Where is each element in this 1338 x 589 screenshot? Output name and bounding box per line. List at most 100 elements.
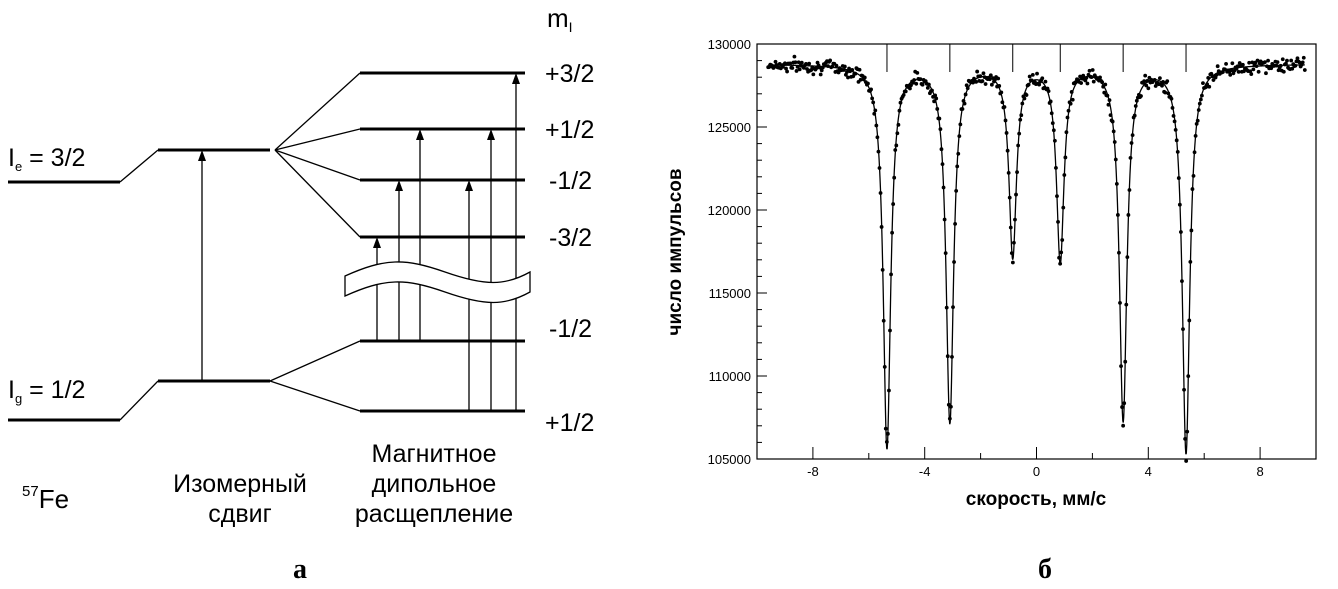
data-point: [773, 59, 778, 64]
data-point: [886, 431, 890, 436]
data-point: [1163, 90, 1168, 95]
data-point: [1134, 98, 1139, 103]
data-point: [1158, 76, 1162, 81]
data-point: [1280, 57, 1285, 62]
data-point: [960, 107, 965, 111]
data-point: [834, 63, 839, 68]
data-point: [1100, 80, 1105, 85]
data-point: [1017, 131, 1022, 136]
fan-ground-2: [269, 380, 361, 412]
data-point: [893, 148, 898, 152]
data-point: [1249, 72, 1254, 76]
data-point: [1085, 81, 1090, 86]
data-point: [1228, 72, 1233, 77]
data-point: [790, 66, 795, 70]
y-tick-label: 130000: [708, 37, 751, 52]
data-point: [1289, 58, 1294, 63]
data-point: [920, 82, 925, 87]
data-point: [1009, 251, 1014, 256]
fit-curve: [768, 64, 1305, 455]
data-point: [987, 77, 992, 82]
data-point: [956, 151, 961, 156]
data-point: [1064, 130, 1069, 135]
data-point: [1118, 300, 1122, 305]
data-point: [949, 404, 953, 409]
data-point: [796, 60, 801, 65]
data-point: [1195, 118, 1200, 123]
axis-ticks: -8 -4 0 4 8 105000 110000 115000 120000 125000 130…: [708, 37, 1317, 479]
data-point: [830, 64, 835, 69]
data-point: [940, 162, 945, 167]
data-point: [1194, 121, 1199, 126]
data-point: [1112, 140, 1117, 144]
line-position-sticks: [886, 43, 1187, 72]
isomer-arrow-head: [198, 150, 206, 161]
data-point: [934, 96, 939, 101]
data-point: [850, 67, 855, 72]
data-point: [1107, 98, 1112, 103]
isomer-shift-line-2: сдвиг: [208, 500, 271, 528]
data-point: [903, 89, 908, 94]
data-point: [1070, 97, 1075, 102]
data-point: [1055, 194, 1059, 199]
data-point: [908, 86, 912, 91]
data-point: [1000, 100, 1005, 105]
data-point: [1113, 157, 1118, 162]
data-point: [898, 100, 903, 105]
data-point: [1098, 75, 1102, 80]
data-point: [1237, 61, 1242, 65]
data-point: [1290, 66, 1295, 71]
data-point: [1173, 127, 1178, 132]
data-point: [1191, 173, 1196, 178]
data-point: [944, 305, 949, 310]
data-point: [1065, 115, 1070, 120]
data-point: [1174, 138, 1179, 143]
data-points: [766, 54, 1307, 463]
data-point: [1251, 67, 1256, 72]
data-point: [890, 230, 894, 235]
data-point: [1060, 238, 1065, 242]
data-point: [807, 61, 812, 66]
data-point: [1184, 459, 1189, 463]
data-point: [1284, 61, 1288, 66]
magnetic-line-3: расщепление: [355, 500, 513, 528]
data-point: [1200, 93, 1204, 98]
data-point: [1256, 69, 1261, 74]
data-point: [1061, 205, 1066, 210]
data-point: [1058, 261, 1063, 266]
y-tick-label: 125000: [708, 120, 751, 135]
panel-label-a: а: [293, 554, 307, 585]
data-point: [1091, 79, 1096, 84]
data-point: [876, 149, 881, 154]
data-point: [841, 68, 846, 72]
data-point: [1054, 165, 1058, 170]
data-point: [1166, 91, 1171, 96]
data-point: [1295, 56, 1300, 61]
data-point: [997, 84, 1002, 88]
data-point: [1235, 64, 1240, 69]
axis-break-mark: [344, 261, 531, 304]
data-point: [963, 92, 968, 97]
x-tick-label: -8: [807, 464, 819, 479]
data-point: [857, 67, 862, 72]
y-tick-label: 110000: [709, 369, 751, 384]
data-point: [1230, 61, 1235, 66]
data-point: [915, 70, 920, 75]
data-point: [1169, 96, 1174, 101]
data-point: [1016, 143, 1021, 148]
data-point: [1142, 79, 1147, 84]
data-point: [955, 164, 960, 169]
fan-excited-3: [274, 149, 361, 181]
data-point: [870, 96, 875, 101]
data-point: [1190, 187, 1195, 191]
panel-label-b: б: [1038, 554, 1052, 585]
data-point: [1188, 259, 1193, 264]
data-point: [1186, 374, 1191, 379]
data-point: [1198, 97, 1203, 102]
m-excited-1: +3/2: [545, 60, 594, 88]
data-point: [1105, 93, 1110, 98]
data-point: [818, 72, 823, 77]
data-point: [1003, 118, 1008, 123]
data-point: [1301, 55, 1306, 60]
